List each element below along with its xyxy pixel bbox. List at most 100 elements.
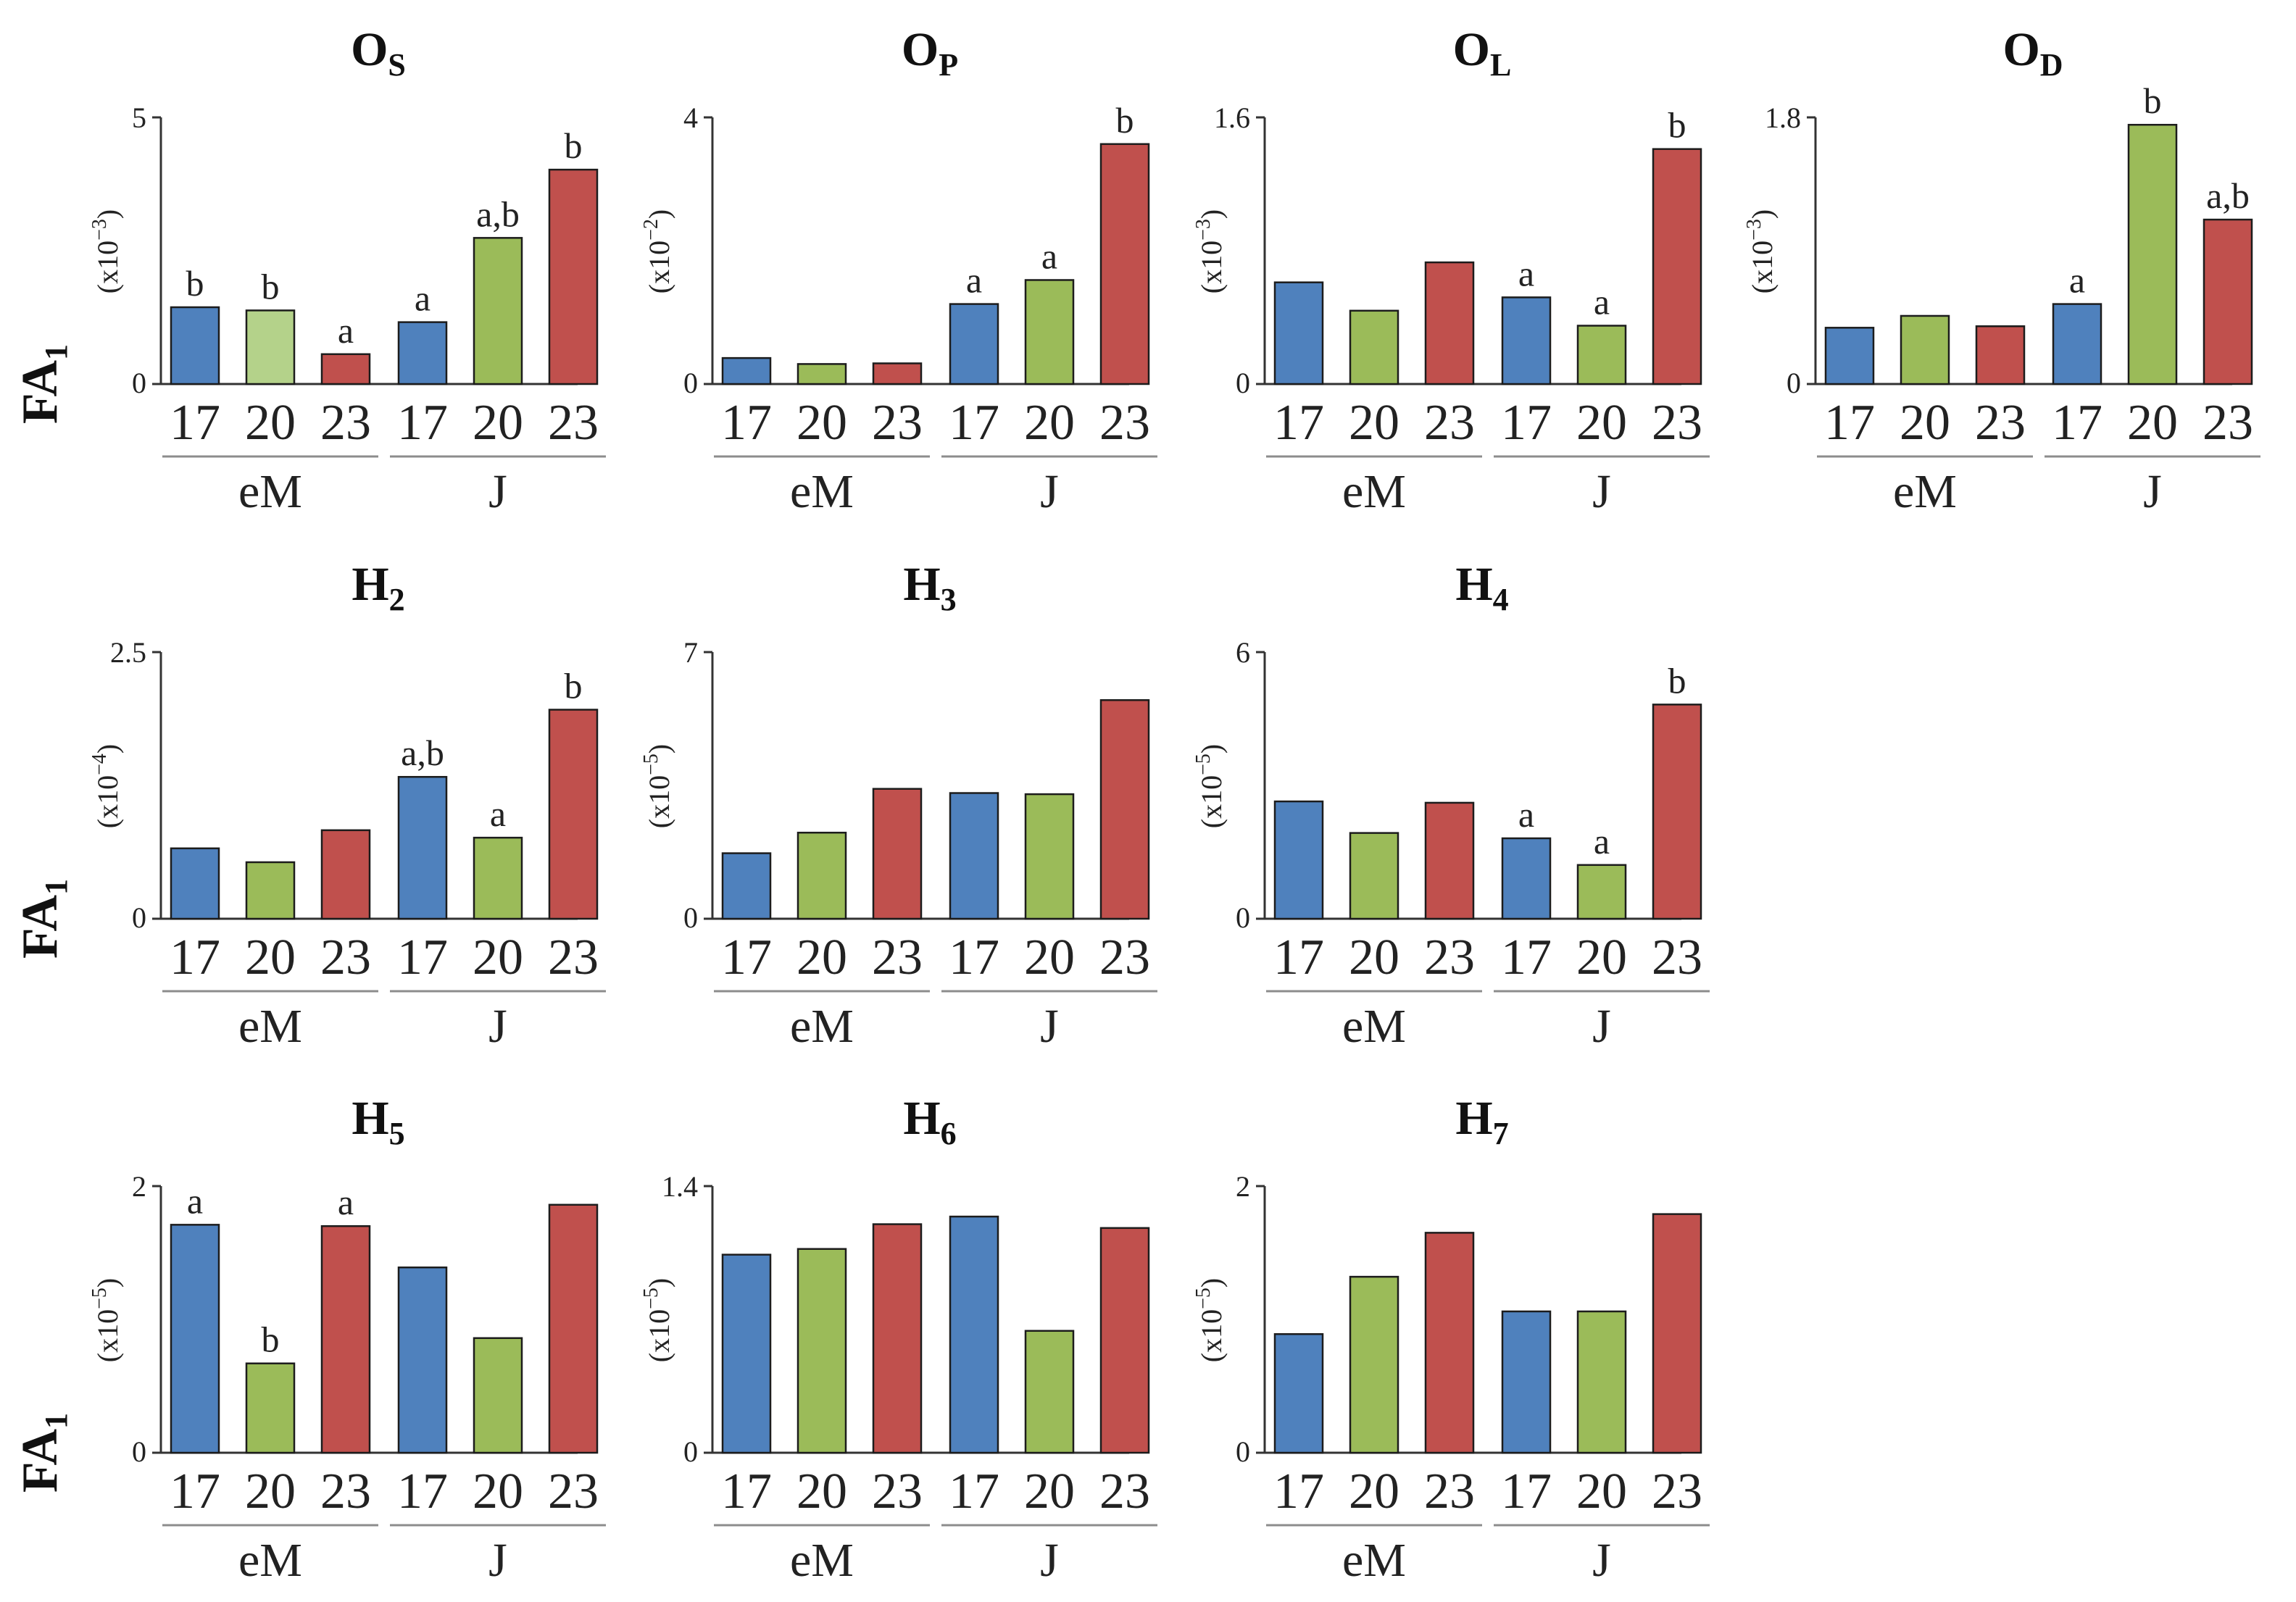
panel-title-sub: L: [1490, 47, 1511, 83]
category-label: 20: [245, 930, 296, 985]
bar-eM-23: [320, 1225, 371, 1454]
bar-eM-23: [1424, 261, 1475, 385]
scale-label: (x10−3): [1192, 209, 1228, 293]
group-label: eM: [1893, 465, 1957, 518]
bar-eM-23: [872, 1223, 923, 1454]
significance-label: b: [1668, 105, 1686, 146]
category-label: 20: [245, 1464, 296, 1519]
group-label: eM: [790, 1000, 854, 1053]
bar-eM-17: [721, 852, 772, 920]
panel-title-sub: 2: [389, 582, 405, 617]
category-label: 20: [473, 930, 523, 985]
bar-J-20: [1576, 1310, 1627, 1454]
bar-J-20: [1024, 1330, 1075, 1454]
significance-label: b: [565, 665, 583, 706]
category-label: 23: [320, 395, 371, 451]
category-label: 17: [397, 395, 448, 451]
significance-label: b: [262, 1319, 280, 1360]
scale-open: (: [1746, 284, 1779, 293]
category-label: 17: [1273, 930, 1324, 985]
scale-open: (: [1195, 819, 1228, 828]
category-label: 23: [548, 930, 599, 985]
y-axis-label-row-3: FA1: [12, 1413, 74, 1493]
scale-open: (: [643, 819, 675, 828]
bar-J-17: [2052, 303, 2102, 385]
category-label: 23: [872, 1464, 923, 1519]
panel-title-sub: 3: [941, 582, 957, 617]
category-label: 23: [1099, 395, 1150, 451]
bar-eM-20: [1349, 832, 1399, 920]
scale-close: ): [91, 1278, 124, 1288]
panel-title-main: H: [903, 558, 940, 611]
category-label: 20: [1349, 1464, 1399, 1519]
significance-label: b: [186, 263, 204, 304]
y-tick-label: 0: [132, 1435, 146, 1468]
scale-base: x10: [1195, 1309, 1228, 1353]
scale-close: ): [643, 209, 675, 219]
bar-J-23: [1652, 704, 1702, 920]
scale-exponent: −4: [88, 754, 111, 775]
category-label: 17: [397, 930, 448, 985]
panel-title: H3: [903, 558, 956, 617]
group-label: J: [1592, 465, 1611, 518]
category-label: 17: [721, 395, 772, 451]
significance-label: b: [1668, 660, 1686, 701]
group-label: J: [1040, 1000, 1059, 1053]
group-label: eM: [1342, 465, 1406, 518]
panel-OP: OP 0 4 (x10−2) 17 20 23 a 17 a 20 b 23 eM J: [640, 23, 1157, 518]
scale-base: x10: [91, 1309, 124, 1353]
y-tick-label: 5: [132, 101, 146, 134]
category-label: 20: [473, 1464, 523, 1519]
category-label: 20: [1576, 1464, 1627, 1519]
category-label: 20: [1024, 930, 1075, 985]
group-label: J: [1040, 1534, 1059, 1587]
panel-H3: H3 0 7 (x10−5) 17 20 23 17 20 23 eM J: [640, 558, 1157, 1053]
scale-base: x10: [643, 775, 675, 819]
significance-label: a,b: [2206, 175, 2250, 216]
category-label: 17: [721, 1464, 772, 1519]
panel-OL: OL 0 1.6 (x10−3) 17 20 23 a 17 a 20 b 23 eM J: [1192, 23, 1710, 518]
scale-base: x10: [1195, 775, 1228, 819]
panel-title: H2: [352, 558, 404, 617]
bar-eM-23: [1975, 325, 2026, 385]
y-tick-label: 1.4: [662, 1170, 698, 1203]
panel-title-main: O: [2002, 23, 2039, 76]
bar-eM-23: [1424, 1232, 1475, 1454]
category-label: 23: [548, 395, 599, 451]
category-label: 20: [1900, 395, 1950, 451]
panel-title: H4: [1455, 558, 1508, 617]
bar-J-17: [397, 775, 448, 920]
scale-exponent: −5: [640, 1288, 662, 1309]
y-axis-label-row-2: FA1: [12, 879, 74, 959]
category-label: 23: [2203, 395, 2253, 451]
bar-eM-23: [872, 788, 923, 920]
scale-close: ): [91, 744, 124, 754]
scale-open: (: [91, 819, 124, 828]
y-tick-label: 7: [683, 636, 698, 669]
bar-J-17: [1501, 837, 1552, 920]
bar-J-20: [1576, 864, 1627, 920]
scale-base: x10: [1195, 241, 1228, 284]
bar-J-17: [949, 792, 999, 920]
category-label: 17: [1273, 395, 1324, 451]
significance-label: b: [565, 125, 583, 166]
significance-label: a,b: [401, 733, 444, 773]
bar-J-17: [1501, 1310, 1552, 1454]
y-tick-label: 0: [683, 901, 698, 934]
category-label: 17: [1501, 395, 1552, 451]
group-label: J: [1040, 465, 1059, 518]
y-axis-label-main: FA: [12, 1428, 68, 1493]
group-label: J: [2143, 465, 2162, 518]
scale-exponent: −5: [1192, 1288, 1215, 1309]
group-label: J: [1592, 1000, 1611, 1053]
significance-label: a: [1041, 235, 1057, 276]
panel-OS: OS 0 5 (x10−3) b 17 b 20 a 23 a 17 a,b 20 b 23 eM J: [88, 23, 606, 518]
scale-label: (x10−5): [1192, 1278, 1228, 1362]
panel-title-main: H: [1455, 1092, 1492, 1145]
category-label: 23: [1652, 930, 1702, 985]
scale-label: (x10−3): [1743, 209, 1779, 293]
panel-title-sub: 5: [389, 1116, 405, 1151]
bar-eM-20: [1349, 1275, 1399, 1454]
scale-base: x10: [643, 241, 675, 284]
category-label: 17: [1501, 930, 1552, 985]
